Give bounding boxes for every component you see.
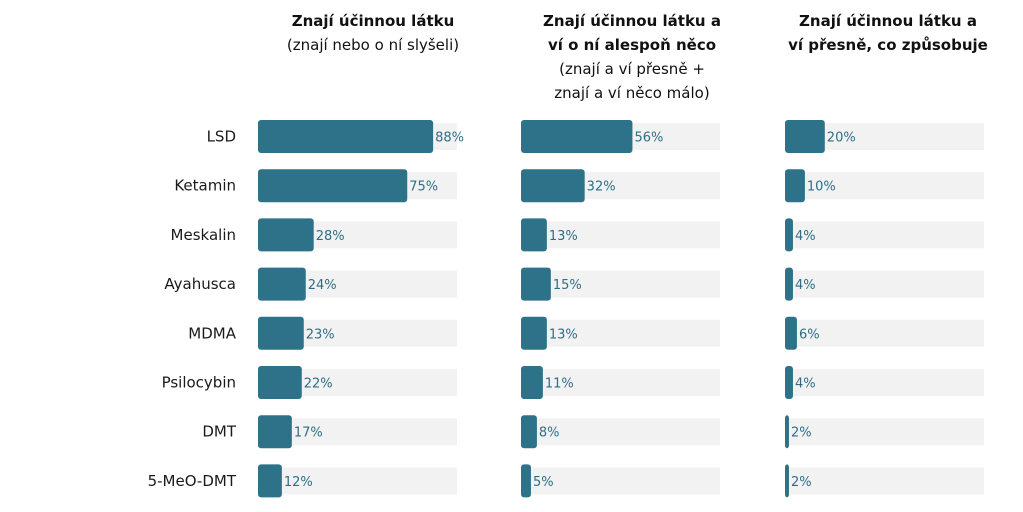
bar xyxy=(258,267,306,301)
bar-track xyxy=(521,369,720,396)
value-label: 88% xyxy=(435,131,464,146)
value-label: 4% xyxy=(795,278,816,293)
value-label: 56% xyxy=(634,131,663,146)
value-label: 28% xyxy=(316,229,345,244)
bar xyxy=(521,464,531,498)
category-label: Ketamin xyxy=(174,177,236,195)
panel-title-line: znají a ví něco málo) xyxy=(554,84,709,102)
bar-track xyxy=(521,467,720,495)
value-label: 24% xyxy=(308,278,337,293)
bar xyxy=(521,120,633,153)
bar-track xyxy=(785,270,984,298)
value-label: 23% xyxy=(306,327,335,342)
value-label: 22% xyxy=(304,377,333,392)
category-label: LSD xyxy=(207,128,236,146)
bar xyxy=(258,218,314,252)
bar xyxy=(258,366,302,399)
category-label: 5-MeO-DMT xyxy=(148,472,237,490)
bar xyxy=(785,415,789,449)
value-label: 2% xyxy=(791,475,812,490)
bar xyxy=(521,267,551,301)
value-label: 15% xyxy=(553,278,582,293)
bar xyxy=(785,316,797,350)
bar xyxy=(258,415,292,449)
bar xyxy=(785,366,793,399)
bar-track xyxy=(521,319,720,347)
bar xyxy=(785,267,793,301)
panel-title-line: Znají účinnou látku a xyxy=(799,12,977,30)
bar-track xyxy=(785,467,984,495)
value-label: 10% xyxy=(807,180,836,195)
bar-track xyxy=(258,467,457,495)
value-label: 11% xyxy=(545,377,574,392)
bar xyxy=(258,316,304,350)
panel-title-line: ví o ní alespoň něco xyxy=(548,36,716,54)
bar xyxy=(521,218,547,252)
value-label: 20% xyxy=(827,131,856,146)
panel-title-line: ví přesně, co způsobuje xyxy=(788,36,988,54)
bar-track xyxy=(785,418,984,446)
category-label: Psilocybin xyxy=(162,374,236,392)
bar xyxy=(785,464,789,498)
bar-track xyxy=(521,418,720,446)
value-label: 5% xyxy=(533,475,554,490)
bar-track xyxy=(521,270,720,298)
bar xyxy=(521,415,537,449)
value-label: 32% xyxy=(587,180,616,195)
category-label: Ayahusca xyxy=(164,275,236,293)
category-label: DMT xyxy=(202,423,236,441)
panel-title-line: Znají účinnou látku xyxy=(292,12,455,30)
value-label: 13% xyxy=(549,229,578,244)
value-label: 4% xyxy=(795,377,816,392)
value-label: 8% xyxy=(539,426,560,441)
panel-title-line: Znají účinnou látku a xyxy=(543,12,721,30)
category-label: Meskalin xyxy=(171,226,236,244)
value-label: 12% xyxy=(284,475,313,490)
panel-title-line: (znají nebo o ní slyšeli) xyxy=(287,36,459,54)
bar-track xyxy=(785,319,984,347)
bar-track xyxy=(785,172,984,200)
value-label: 2% xyxy=(791,426,812,441)
bar xyxy=(785,120,825,153)
bar xyxy=(258,464,282,498)
panel-title-line: (znají a ví přesně + xyxy=(559,60,705,78)
bar-track xyxy=(785,221,984,249)
bar xyxy=(785,169,805,203)
bar xyxy=(258,120,434,153)
bar xyxy=(521,169,585,203)
value-label: 75% xyxy=(409,180,438,195)
bar xyxy=(785,218,793,252)
value-label: 4% xyxy=(795,229,816,244)
value-label: 13% xyxy=(549,327,578,342)
value-label: 17% xyxy=(294,426,323,441)
bar xyxy=(521,316,547,350)
bar xyxy=(258,169,408,203)
value-label: 6% xyxy=(799,327,820,342)
bar xyxy=(521,366,543,399)
bar-track xyxy=(521,221,720,249)
category-label: MDMA xyxy=(188,324,236,342)
bar-track xyxy=(785,369,984,396)
